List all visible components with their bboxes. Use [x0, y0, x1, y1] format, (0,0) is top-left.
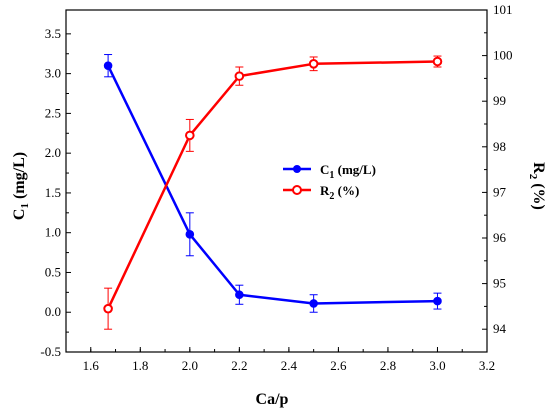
- legend-r2-sub: 2: [329, 191, 334, 202]
- y-left-tick-label: 0.5: [45, 264, 61, 279]
- y-right-title-tail: (%): [530, 179, 547, 210]
- x-axis-title: Ca/p: [256, 391, 289, 408]
- y-right-title-sub: 2: [527, 174, 539, 180]
- y-left-tick-label: 1.0: [45, 225, 61, 240]
- x-tick-label: 2.4: [281, 358, 298, 373]
- x-tick-label: 1.8: [132, 358, 148, 373]
- data-point: [103, 61, 113, 70]
- data-point: [185, 229, 195, 239]
- data-point: [234, 71, 245, 81]
- series-line: [106, 60, 438, 310]
- legend: C1 (mg/L) R2 (%): [283, 162, 376, 202]
- y-left-tick-label: -0.5: [40, 344, 61, 359]
- legend-r2-tail: (%): [334, 183, 359, 198]
- legend-r2-main: R: [320, 183, 330, 198]
- y-left-tick-label: 2.0: [45, 145, 61, 160]
- x-tick-label: 2.8: [380, 358, 396, 373]
- y-right-title-main: R: [530, 162, 547, 174]
- y-left-title-main: C: [11, 209, 28, 221]
- y-right-tick-label: 99: [493, 93, 506, 108]
- data-point: [309, 299, 318, 308]
- y-right-tick-label: 97: [493, 184, 507, 199]
- x-tick-label: 2.0: [182, 358, 198, 373]
- plot-frame: [65, 9, 488, 353]
- legend-c1-tail: (mg/L): [334, 162, 376, 177]
- x-tick-label: 2.2: [231, 358, 247, 373]
- y-left-tick-label: 3.5: [45, 26, 61, 41]
- y-right-tick-label: 101: [493, 2, 513, 17]
- data-point: [308, 59, 319, 69]
- data-point: [433, 296, 442, 306]
- series-c1: [103, 54, 442, 313]
- y-left-axis-title: C1 (mg/L): [11, 152, 31, 220]
- legend-marker-r2: [292, 185, 302, 195]
- axes: 1.6 1.8 2.0 2.2 2.4 2.6 2.8 3.0 3.2 -0.5 0.0 0.5 1.0…: [40, 2, 512, 373]
- legend-marker-c1: [293, 165, 301, 173]
- legend-label-c1: C1 (mg/L): [320, 162, 376, 181]
- y-left-title-sub: 1: [19, 203, 31, 209]
- series-r2: [103, 55, 443, 330]
- y-right-tick-label: 98: [493, 139, 506, 154]
- y-right-tick-label: 94: [493, 321, 507, 336]
- x-tick-label: 2.6: [330, 358, 347, 373]
- y-right-tick-label: 95: [493, 276, 506, 291]
- y-left-title-tail: (mg/L): [11, 152, 28, 203]
- y-left-tick-label: 2.5: [45, 105, 61, 120]
- legend-label-r2: R2 (%): [320, 183, 359, 202]
- y-left-tick-label: 3.0: [45, 66, 61, 81]
- y-left-tick-label: 1.5: [45, 185, 61, 200]
- series-line: [106, 65, 438, 305]
- legend-c1-sub: 1: [329, 170, 334, 181]
- legend-c1-main: C: [320, 162, 329, 177]
- y-right-tick-label: 96: [493, 230, 507, 245]
- data-point: [185, 130, 195, 141]
- x-tick-label: 3.2: [479, 358, 495, 373]
- x-tick-label: 3.0: [429, 358, 445, 373]
- y-right-axis-title: R2 (%): [527, 162, 547, 210]
- data-point: [432, 56, 443, 67]
- series-layer: [103, 54, 443, 330]
- y-right-tick-label: 100: [493, 48, 513, 63]
- y-left-tick-label: 0.0: [45, 304, 61, 319]
- x-tick-label: 1.6: [83, 358, 100, 373]
- data-point: [235, 290, 244, 300]
- data-point: [103, 303, 113, 314]
